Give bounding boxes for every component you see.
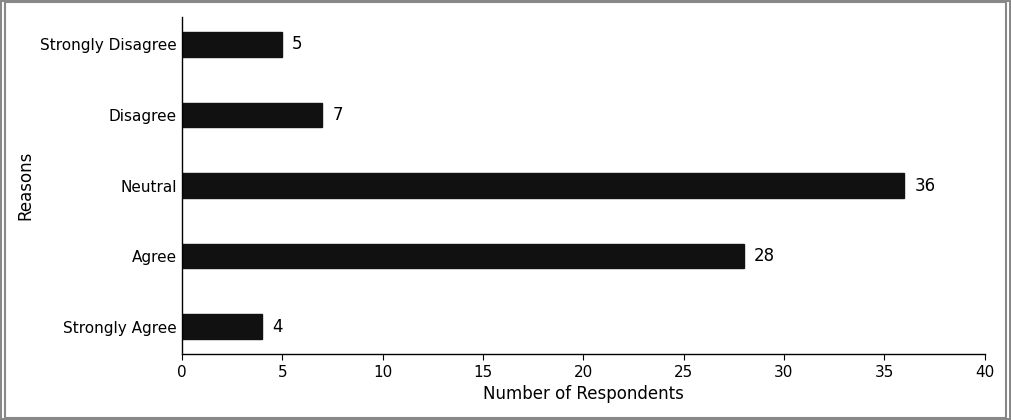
Text: 7: 7 — [333, 106, 343, 124]
Bar — [182, 173, 905, 198]
Bar — [182, 32, 282, 57]
Bar — [182, 314, 262, 339]
Y-axis label: Reasons: Reasons — [16, 151, 34, 220]
Text: 4: 4 — [272, 318, 283, 336]
Bar — [182, 244, 744, 268]
Text: 36: 36 — [915, 176, 935, 194]
Bar — [182, 102, 323, 127]
Text: 5: 5 — [292, 35, 302, 53]
Text: 28: 28 — [754, 247, 775, 265]
X-axis label: Number of Respondents: Number of Respondents — [483, 385, 683, 403]
